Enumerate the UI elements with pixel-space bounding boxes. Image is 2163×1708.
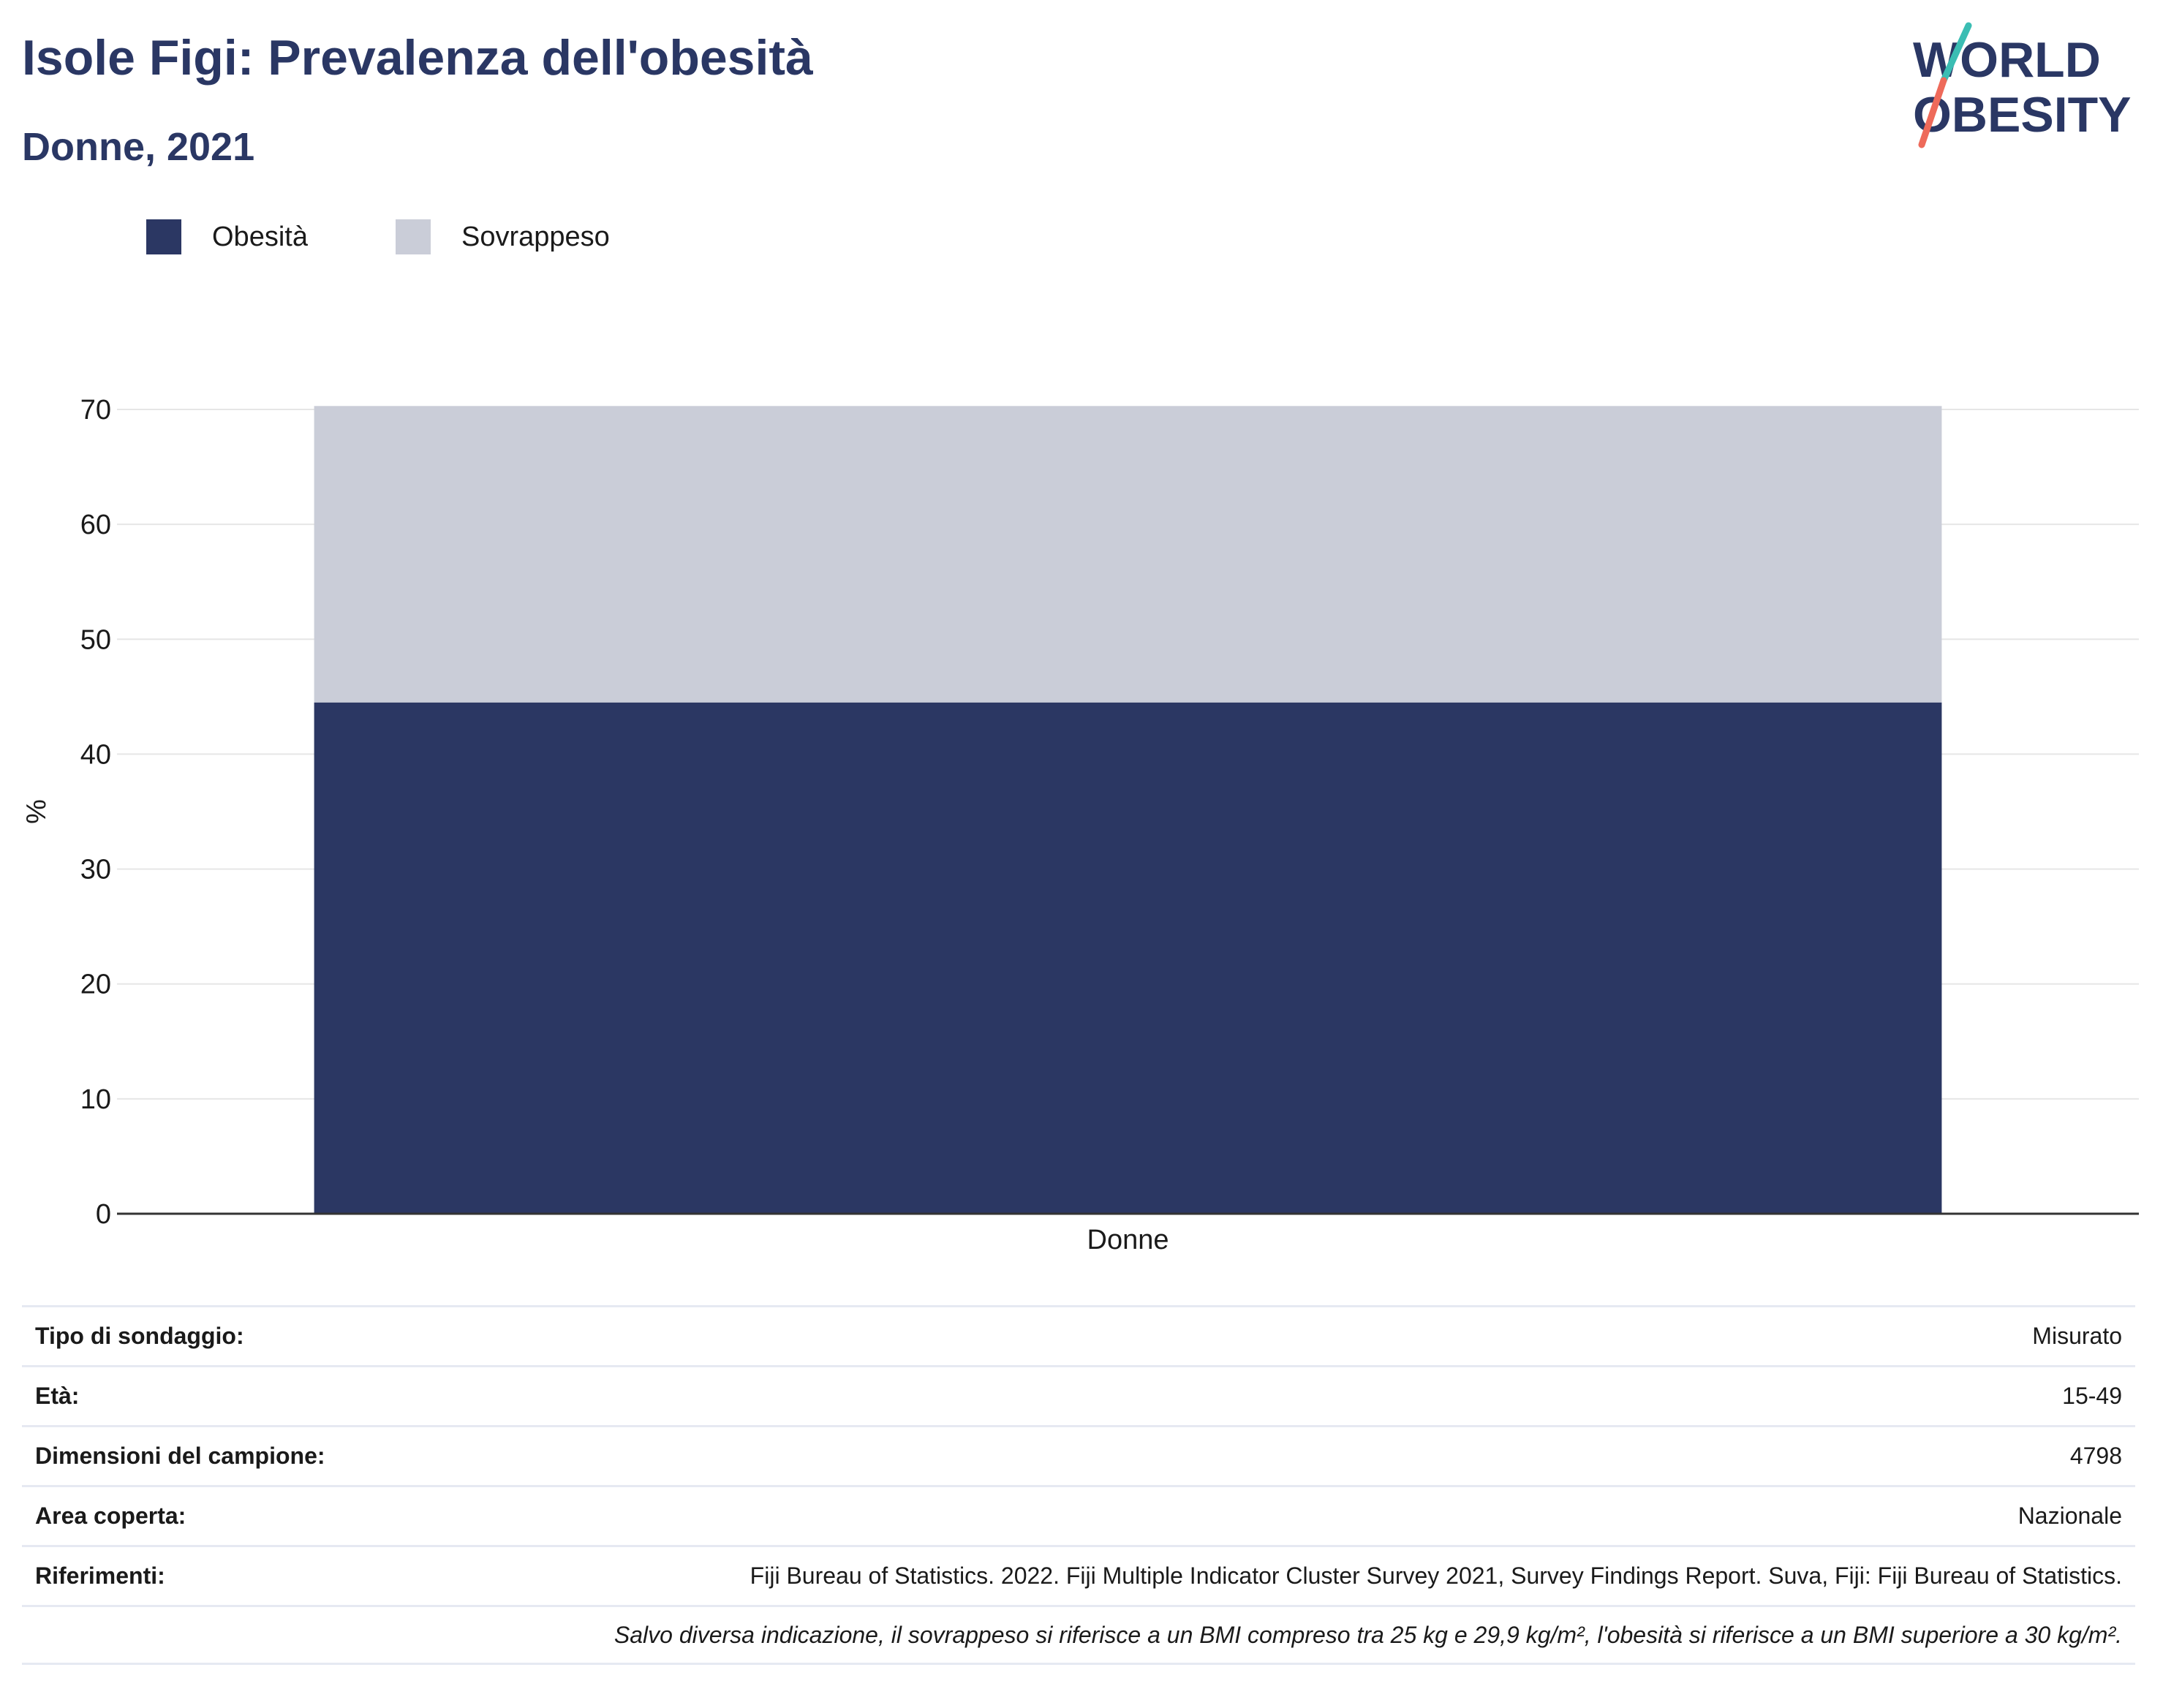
- y-tick-label: 30: [80, 855, 111, 885]
- info-label: Età:: [35, 1383, 80, 1409]
- legend-item-obesity[interactable]: Obesità: [146, 219, 308, 254]
- info-value: Misurato: [2032, 1323, 2122, 1349]
- legend-swatch-obesity: [146, 219, 181, 254]
- info-value: 15-49: [2062, 1383, 2122, 1409]
- legend-label-overweight: Sovrappeso: [461, 221, 610, 252]
- info-value: Fiji Bureau of Statistics. 2022. Fiji Mu…: [750, 1562, 2122, 1589]
- info-label: Tipo di sondaggio:: [35, 1323, 244, 1349]
- info-label: Area coperta:: [35, 1503, 186, 1529]
- y-tick-label: 70: [80, 395, 111, 426]
- survey-info-table: Tipo di sondaggio: Misurato Età: 15-49 D…: [22, 1305, 2135, 1665]
- legend-item-overweight[interactable]: Sovrappeso: [395, 219, 610, 254]
- svg-text:OBESITY: OBESITY: [1913, 87, 2132, 143]
- bar-sovrappeso[interactable]: [314, 406, 1942, 703]
- info-row-area: Area coperta: Nazionale: [22, 1485, 2135, 1545]
- y-axis-label: %: [21, 799, 52, 824]
- bar-chart: 0 10 20 30 40 50 60 70 Donne %: [21, 395, 2139, 1255]
- definition-note: Salvo diversa indicazione, il sovrappeso…: [614, 1621, 2122, 1648]
- info-row-references: Riferimenti: Fiji Bureau of Statistics. …: [22, 1545, 2135, 1605]
- world-obesity-logo: WORLD OBESITY: [1913, 22, 2132, 148]
- info-row-age: Età: 15-49: [22, 1365, 2135, 1425]
- info-row-definition-note: Salvo diversa indicazione, il sovrappeso…: [22, 1605, 2135, 1665]
- y-tick-label: 40: [80, 739, 111, 770]
- info-label: Riferimenti:: [35, 1562, 165, 1589]
- info-value: 4798: [2069, 1443, 2122, 1469]
- legend-label-obesity: Obesità: [212, 221, 308, 252]
- chart-title: Isole Figi: Prevalenza dell'obesità: [22, 30, 813, 86]
- info-value: Nazionale: [2017, 1503, 2122, 1529]
- x-tick-label: Donne: [1087, 1225, 1169, 1255]
- info-row-survey-type: Tipo di sondaggio: Misurato: [22, 1305, 2135, 1365]
- y-tick-label: 50: [80, 624, 111, 655]
- info-label: Dimensioni del campione:: [35, 1443, 325, 1469]
- bar-obesit[interactable]: [314, 702, 1942, 1214]
- bar-stack: [314, 406, 1942, 1214]
- y-tick-label: 60: [80, 510, 111, 540]
- chart-legend: Obesità Sovrappeso: [146, 218, 698, 256]
- info-row-sample-size: Dimensioni del campione: 4798: [22, 1425, 2135, 1485]
- chart-subtitle: Donne, 2021: [22, 125, 255, 169]
- y-axis-ticks: 0 10 20 30 40 50 60 70: [80, 395, 111, 1230]
- legend-swatch-overweight: [395, 219, 431, 254]
- y-tick-label: 20: [80, 970, 111, 1000]
- y-tick-label: 0: [96, 1199, 111, 1230]
- x-axis-ticks: Donne: [1087, 1225, 1169, 1255]
- y-tick-label: 10: [80, 1084, 111, 1115]
